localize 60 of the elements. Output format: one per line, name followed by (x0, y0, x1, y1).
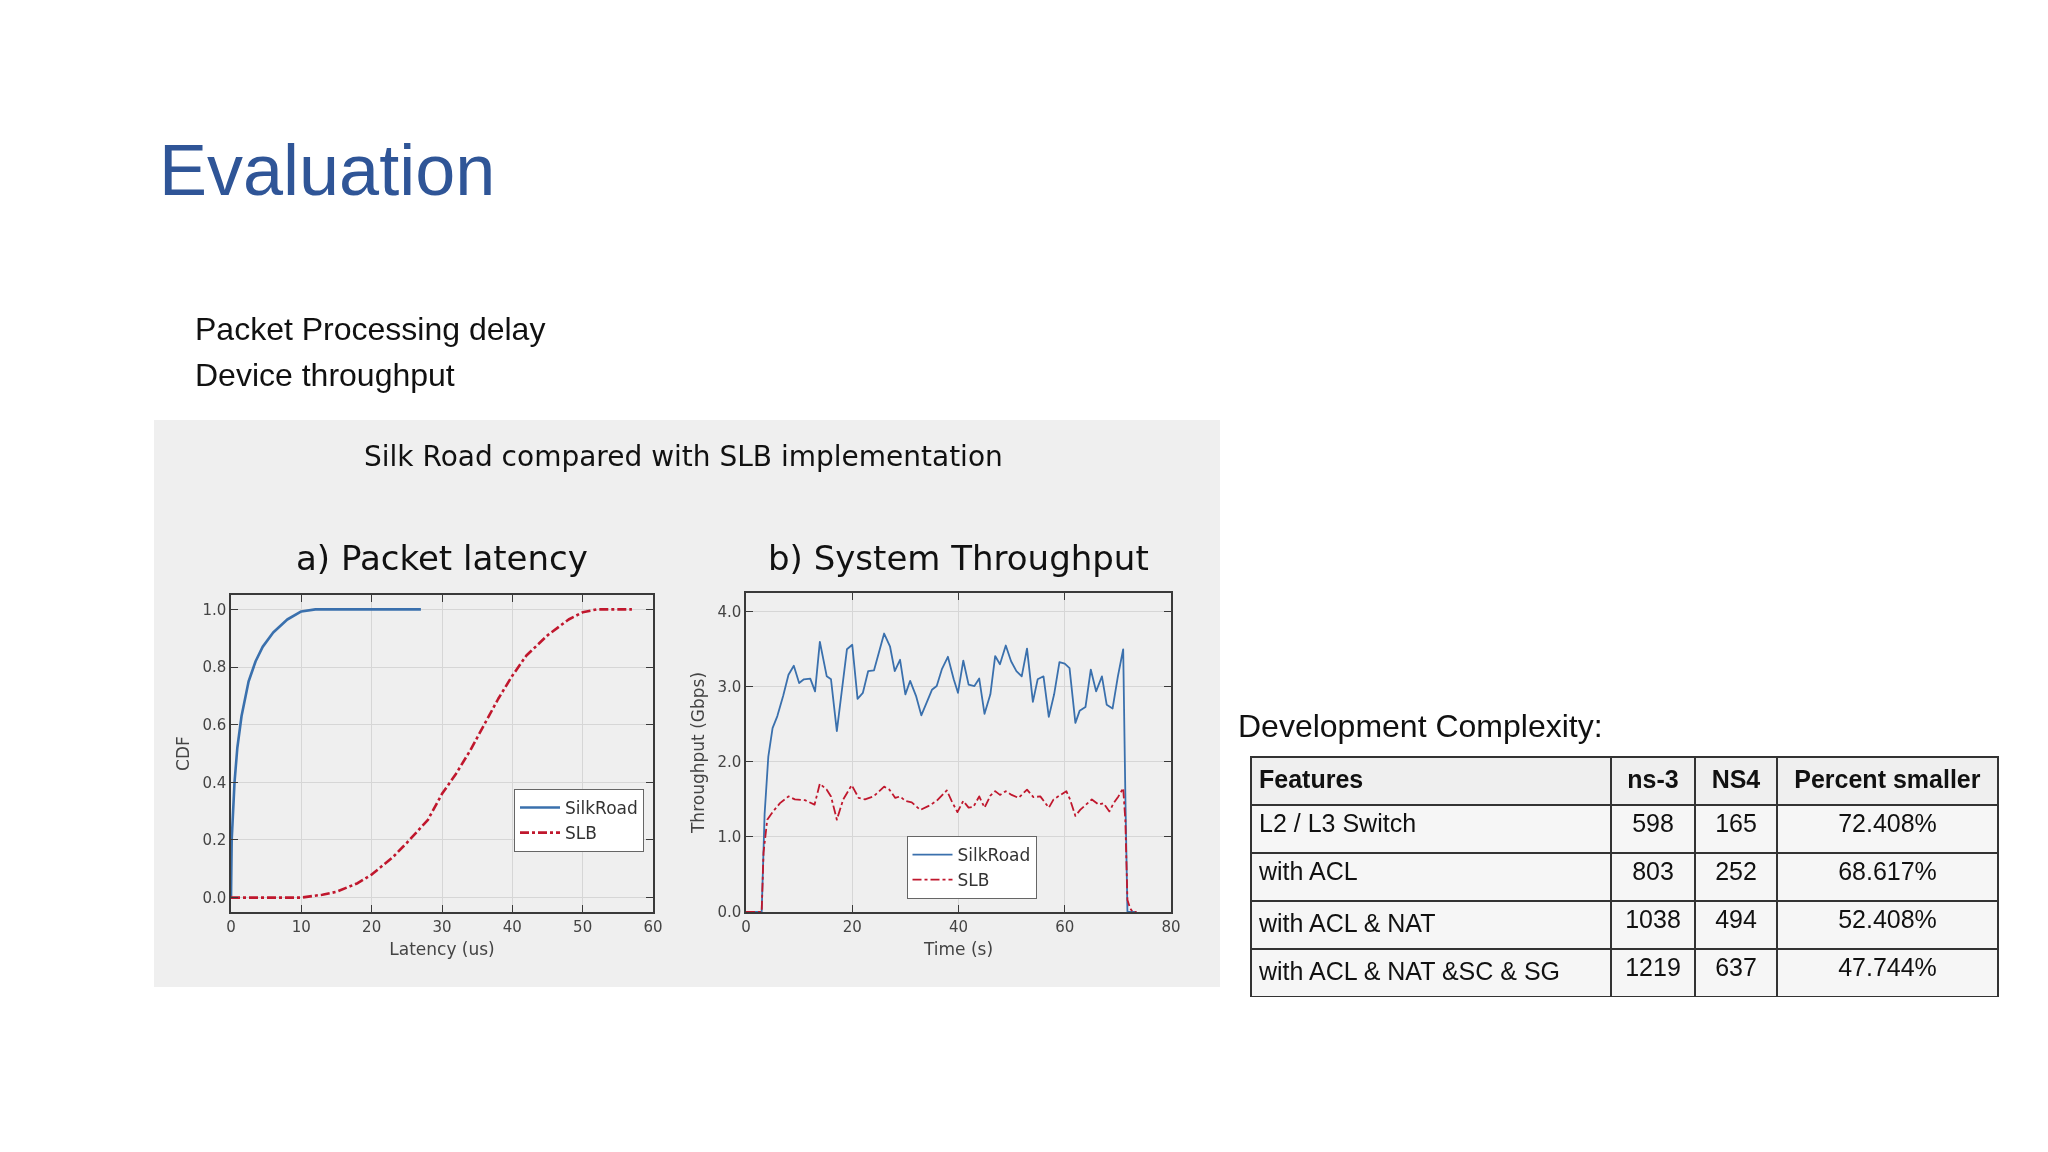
legend-label: SLB (565, 823, 597, 844)
text: Packet Processing delay (195, 311, 546, 347)
x-tick-label: 60 (643, 917, 663, 936)
text: 1038 (1625, 904, 1681, 933)
y-tick-label: 0.4 (202, 773, 227, 792)
text: 72.408% (1838, 808, 1937, 837)
y-tick-label: 1.0 (717, 828, 742, 847)
category-label: NS4 (1711, 765, 1761, 793)
category-label: with ACL (1259, 856, 1358, 885)
category-label: L2 / L3 Switch (1259, 808, 1417, 837)
x-axis-title: Time (s) (922, 938, 994, 959)
text: Evaluation (159, 130, 496, 210)
x-tick-label: 20 (842, 917, 862, 936)
legend-label: SilkRoad (957, 845, 1031, 866)
y-tick-label: 0.2 (202, 831, 227, 850)
y-tick-label: 0.8 (202, 658, 227, 677)
legend-label: SLB (957, 870, 990, 891)
x-tick-label: 60 (1055, 917, 1075, 936)
x-tick-label: 0 (741, 917, 751, 936)
x-axis-title: Latency (us) (389, 938, 495, 959)
y-tick-label: 4.0 (717, 603, 742, 622)
text: 52.408% (1838, 904, 1937, 933)
text: 598 (1632, 808, 1674, 837)
text: 252 (1715, 856, 1757, 885)
y-tick-label: 3.0 (717, 678, 742, 697)
y-axis-title: CDF (173, 736, 194, 771)
text: 1219 (1625, 952, 1681, 981)
category-label: Percent smaller (1794, 765, 1981, 793)
chart-title: b) System Throughput (768, 538, 1149, 578)
text: Device throughput (195, 357, 455, 393)
text: 47.744% (1838, 952, 1937, 981)
text: 803 (1632, 856, 1674, 885)
y-tick-label: 0.0 (202, 888, 227, 907)
x-tick-label: 20 (362, 917, 382, 936)
text: Development Complexity: (1238, 708, 1603, 744)
y-tick-label: 1.0 (202, 600, 227, 619)
y-axis-title: Throughput (Gbps) (688, 671, 709, 835)
x-tick-label: 40 (948, 917, 969, 936)
x-tick-label: 50 (573, 917, 593, 936)
line-series (746, 782, 1138, 912)
line-series (231, 608, 423, 899)
text: 494 (1715, 904, 1757, 933)
x-tick-label: 30 (432, 917, 452, 936)
category-label: ns-3 (1627, 765, 1679, 793)
category-label: with ACL & NAT (1259, 909, 1436, 937)
text: 165 (1715, 808, 1757, 837)
category-label: with ACL & NAT &SC & SG (1259, 957, 1561, 985)
x-tick-label: 0 (226, 917, 236, 936)
y-tick-label: 0.6 (202, 715, 227, 734)
text: 637 (1715, 952, 1757, 981)
x-tick-label: 40 (502, 917, 522, 936)
y-tick-label: 2.0 (717, 753, 742, 772)
x-tick-label: 80 (1161, 917, 1181, 936)
text: Features (1259, 765, 1364, 793)
chart-title: a) Packet latency (296, 538, 588, 578)
legend-label: SilkRoad (565, 798, 638, 819)
text: 68.617% (1838, 856, 1937, 885)
y-tick-label: 0.0 (717, 903, 742, 922)
x-tick-label: 10 (291, 917, 311, 936)
text: Silk Road compared with SLB implementation (364, 440, 1003, 473)
